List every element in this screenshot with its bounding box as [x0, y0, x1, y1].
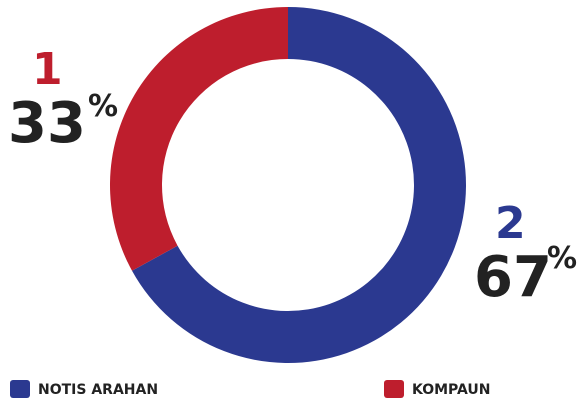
- segment-count: 2: [495, 198, 526, 249]
- donut-segment: [109, 7, 288, 271]
- legend-label: NOTIS ARAHAN: [38, 382, 158, 398]
- legend-swatch: [384, 380, 404, 398]
- percent-sign: %: [547, 241, 577, 276]
- donut-segment: [132, 7, 467, 364]
- legend-swatch: [10, 380, 30, 398]
- segment-percent: 33: [8, 91, 86, 156]
- segment-percent: 67: [474, 245, 552, 310]
- segment-count: 1: [32, 44, 63, 95]
- percent-sign: %: [88, 89, 118, 124]
- legend-label: KOMPAUN: [412, 382, 491, 398]
